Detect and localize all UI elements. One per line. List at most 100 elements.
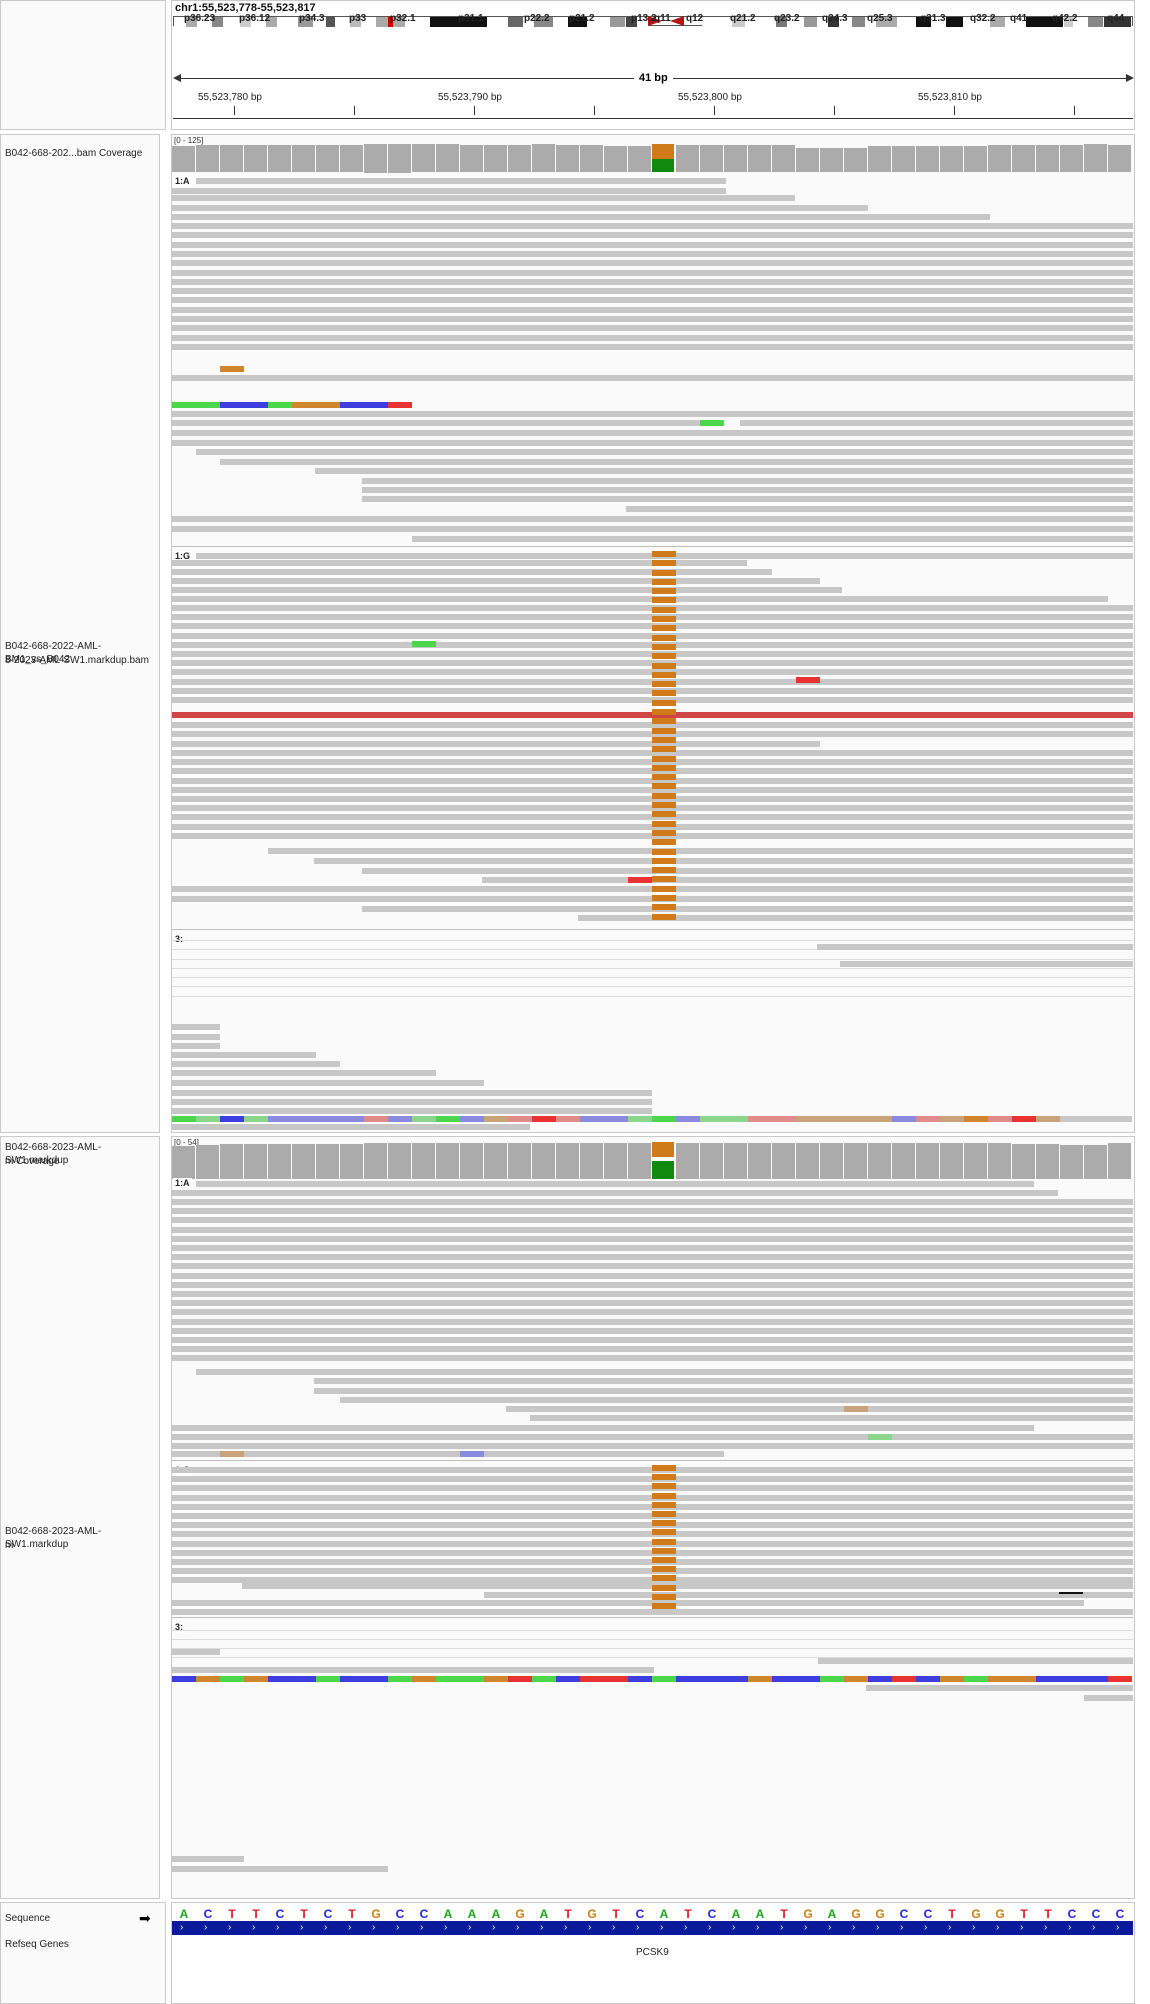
mismatch-base[interactable] — [652, 690, 676, 696]
mismatch-base[interactable] — [220, 402, 268, 408]
mismatch-base[interactable] — [652, 1557, 676, 1563]
aligned-read[interactable] — [362, 496, 1133, 502]
aligned-read[interactable] — [172, 1856, 244, 1862]
coverage-bar[interactable] — [220, 1144, 243, 1179]
mismatch-base[interactable] — [652, 1465, 676, 1471]
coverage-bar[interactable] — [532, 1142, 555, 1179]
mismatch-base[interactable] — [652, 1116, 676, 1122]
coverage-bar[interactable] — [364, 143, 387, 173]
coverage-bar[interactable] — [196, 144, 219, 173]
coverage-bar[interactable] — [844, 1143, 867, 1179]
mismatch-base[interactable] — [268, 1116, 292, 1122]
aligned-read[interactable] — [172, 1273, 1133, 1279]
mismatch-base[interactable] — [676, 1676, 700, 1682]
aligned-read[interactable] — [172, 741, 820, 747]
mismatch-base[interactable] — [220, 1676, 244, 1682]
coverage-bar[interactable] — [412, 144, 435, 173]
aligned-read[interactable] — [172, 1263, 1133, 1269]
aligned-read[interactable] — [172, 1245, 1133, 1251]
aligned-read[interactable] — [818, 1658, 1133, 1664]
aligned-read[interactable] — [172, 279, 1133, 285]
mismatch-base[interactable] — [652, 709, 676, 715]
mismatch-base[interactable] — [652, 1493, 676, 1499]
aligned-read[interactable] — [740, 420, 1133, 426]
coverage-bar[interactable] — [628, 1143, 651, 1179]
mismatch-base[interactable] — [460, 1116, 484, 1122]
aligned-read[interactable] — [172, 1190, 1058, 1196]
aligned-read[interactable] — [172, 430, 1133, 436]
aligned-read[interactable] — [172, 1600, 1084, 1606]
mismatch-base[interactable] — [652, 746, 676, 752]
coverage-bar[interactable] — [1012, 144, 1035, 173]
mismatch-base[interactable] — [652, 867, 676, 873]
coverage-bar[interactable] — [436, 1143, 459, 1179]
mismatch-base[interactable] — [652, 904, 676, 910]
aligned-read[interactable] — [172, 1451, 724, 1457]
aligned-read[interactable] — [172, 1099, 652, 1105]
coverage-bar[interactable] — [748, 145, 771, 173]
mismatch-base[interactable] — [868, 1116, 892, 1122]
coverage-bar[interactable] — [676, 145, 699, 173]
aligned-read[interactable] — [172, 1108, 652, 1114]
coverage-bar[interactable] — [1036, 144, 1059, 173]
coverage-bar[interactable] — [988, 144, 1011, 173]
coverage-bar[interactable] — [388, 1143, 411, 1179]
aligned-read[interactable] — [172, 1061, 340, 1067]
mismatch-base[interactable] — [652, 849, 676, 855]
aligned-read[interactable] — [362, 868, 1133, 874]
aligned-read[interactable] — [172, 833, 1133, 839]
mismatch-base[interactable] — [220, 1116, 244, 1122]
mismatch-base[interactable] — [652, 1575, 676, 1581]
mismatch-base[interactable] — [868, 1434, 892, 1440]
coverage-bar[interactable] — [244, 144, 267, 173]
mismatch-base[interactable] — [652, 1594, 676, 1600]
mismatch-base[interactable] — [748, 1676, 772, 1682]
aligned-read[interactable] — [315, 468, 1133, 474]
aligned-read[interactable] — [172, 1217, 1133, 1223]
mismatch-base[interactable] — [892, 1676, 916, 1682]
coverage-bar[interactable] — [484, 144, 507, 173]
mismatch-base[interactable] — [172, 1116, 196, 1122]
mismatch-base[interactable] — [652, 830, 676, 836]
coverage-bar[interactable] — [244, 1144, 267, 1179]
coverage-bar[interactable] — [556, 1142, 579, 1179]
coverage-bar[interactable] — [628, 145, 651, 173]
mismatch-base[interactable] — [292, 1116, 316, 1122]
coverage-bar[interactable] — [532, 144, 555, 173]
mismatch-base[interactable] — [460, 1451, 484, 1457]
mismatch-base[interactable] — [532, 1676, 556, 1682]
mismatch-base[interactable] — [340, 402, 388, 408]
aligned-read[interactable] — [172, 1443, 1133, 1449]
aligned-read[interactable] — [172, 270, 1133, 276]
aligned-read[interactable] — [1084, 1695, 1133, 1701]
aligned-read[interactable] — [172, 778, 1133, 784]
mismatch-base[interactable] — [172, 1676, 196, 1682]
mismatch-base[interactable] — [292, 402, 340, 408]
coverage-bar[interactable] — [892, 145, 915, 173]
mismatch-base[interactable] — [340, 1676, 364, 1682]
coverage-bar[interactable] — [724, 145, 747, 173]
aligned-read[interactable] — [506, 1406, 1133, 1412]
coverage-bar[interactable] — [580, 1143, 603, 1179]
coverage-bar[interactable] — [196, 1144, 219, 1179]
aligned-read[interactable] — [817, 944, 1133, 950]
mismatch-base[interactable] — [844, 1406, 868, 1412]
coverage-bar[interactable] — [292, 145, 315, 173]
aligned-read[interactable] — [172, 596, 1108, 602]
aligned-read[interactable] — [172, 1052, 316, 1058]
mismatch-base[interactable] — [1036, 1676, 1060, 1682]
coverage-bar[interactable] — [1036, 1144, 1059, 1179]
mismatch-base[interactable] — [412, 641, 436, 647]
mismatch-base[interactable] — [652, 700, 676, 706]
track2-alignment-label-line1[interactable]: B042-668-2023-AML-SW1.markdup — [5, 1526, 102, 1550]
coverage-bar-variant-ref[interactable] — [652, 158, 674, 173]
aligned-read[interactable] — [172, 223, 1133, 229]
coverage-bar[interactable] — [508, 1142, 531, 1179]
coverage-bar[interactable] — [916, 1143, 939, 1179]
coverage-bar[interactable] — [820, 1143, 843, 1179]
mismatch-base[interactable] — [796, 1116, 820, 1122]
mismatch-base[interactable] — [652, 1676, 676, 1682]
mismatch-base[interactable] — [988, 1676, 1012, 1682]
mismatch-base[interactable] — [652, 756, 676, 762]
mismatch-base[interactable] — [652, 1585, 676, 1591]
